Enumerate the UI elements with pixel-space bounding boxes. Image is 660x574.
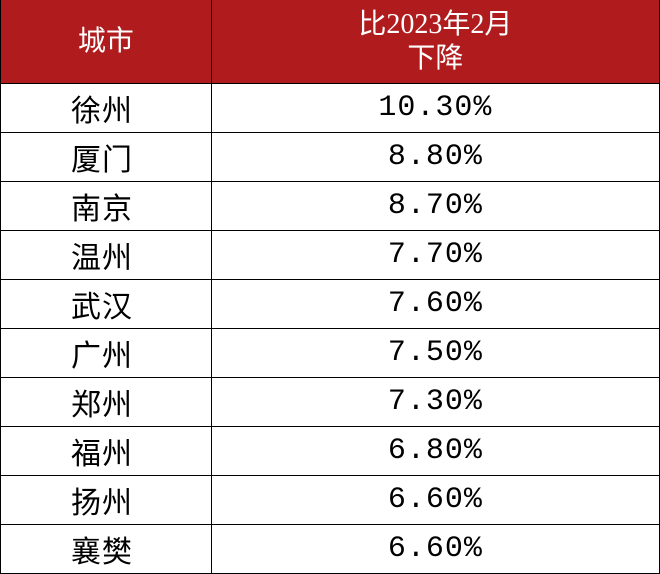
city-cell: 扬州: [1, 476, 212, 525]
table-row: 郑州7.30%: [1, 378, 660, 427]
value-cell: 7.70%: [211, 231, 659, 280]
table-body: 徐州10.30%厦门8.80%南京8.70%温州7.70%武汉7.60%广州7.…: [1, 84, 660, 574]
value-cell: 10.30%: [211, 84, 659, 133]
table-row: 徐州10.30%: [1, 84, 660, 133]
city-cell: 徐州: [1, 84, 212, 133]
table-row: 扬州6.60%: [1, 476, 660, 525]
city-cell: 厦门: [1, 133, 212, 182]
header-value: 比2023年2月 下降: [211, 0, 659, 84]
header-value-line2: 下降: [407, 43, 463, 74]
city-cell: 广州: [1, 329, 212, 378]
table-row: 福州6.80%: [1, 427, 660, 476]
header-city-label: 城市: [78, 26, 134, 57]
table-row: 武汉7.60%: [1, 280, 660, 329]
city-cell: 福州: [1, 427, 212, 476]
value-cell: 7.60%: [211, 280, 659, 329]
value-cell: 8.80%: [211, 133, 659, 182]
value-cell: 6.60%: [211, 476, 659, 525]
table-row: 襄樊6.60%: [1, 525, 660, 574]
city-cell: 武汉: [1, 280, 212, 329]
value-cell: 7.30%: [211, 378, 659, 427]
header-value-line1: 比2023年2月: [358, 9, 512, 40]
header-city: 城市: [1, 0, 212, 84]
table-header-row: 城市 比2023年2月 下降: [1, 0, 660, 84]
table-row: 广州7.50%: [1, 329, 660, 378]
city-cell: 南京: [1, 182, 212, 231]
city-decline-table: 城市 比2023年2月 下降 徐州10.30%厦门8.80%南京8.70%温州7…: [0, 0, 660, 574]
table-row: 南京8.70%: [1, 182, 660, 231]
table-row: 厦门8.80%: [1, 133, 660, 182]
value-cell: 6.60%: [211, 525, 659, 574]
value-cell: 8.70%: [211, 182, 659, 231]
city-cell: 郑州: [1, 378, 212, 427]
city-cell: 襄樊: [1, 525, 212, 574]
value-cell: 7.50%: [211, 329, 659, 378]
table-row: 温州7.70%: [1, 231, 660, 280]
city-cell: 温州: [1, 231, 212, 280]
value-cell: 6.80%: [211, 427, 659, 476]
